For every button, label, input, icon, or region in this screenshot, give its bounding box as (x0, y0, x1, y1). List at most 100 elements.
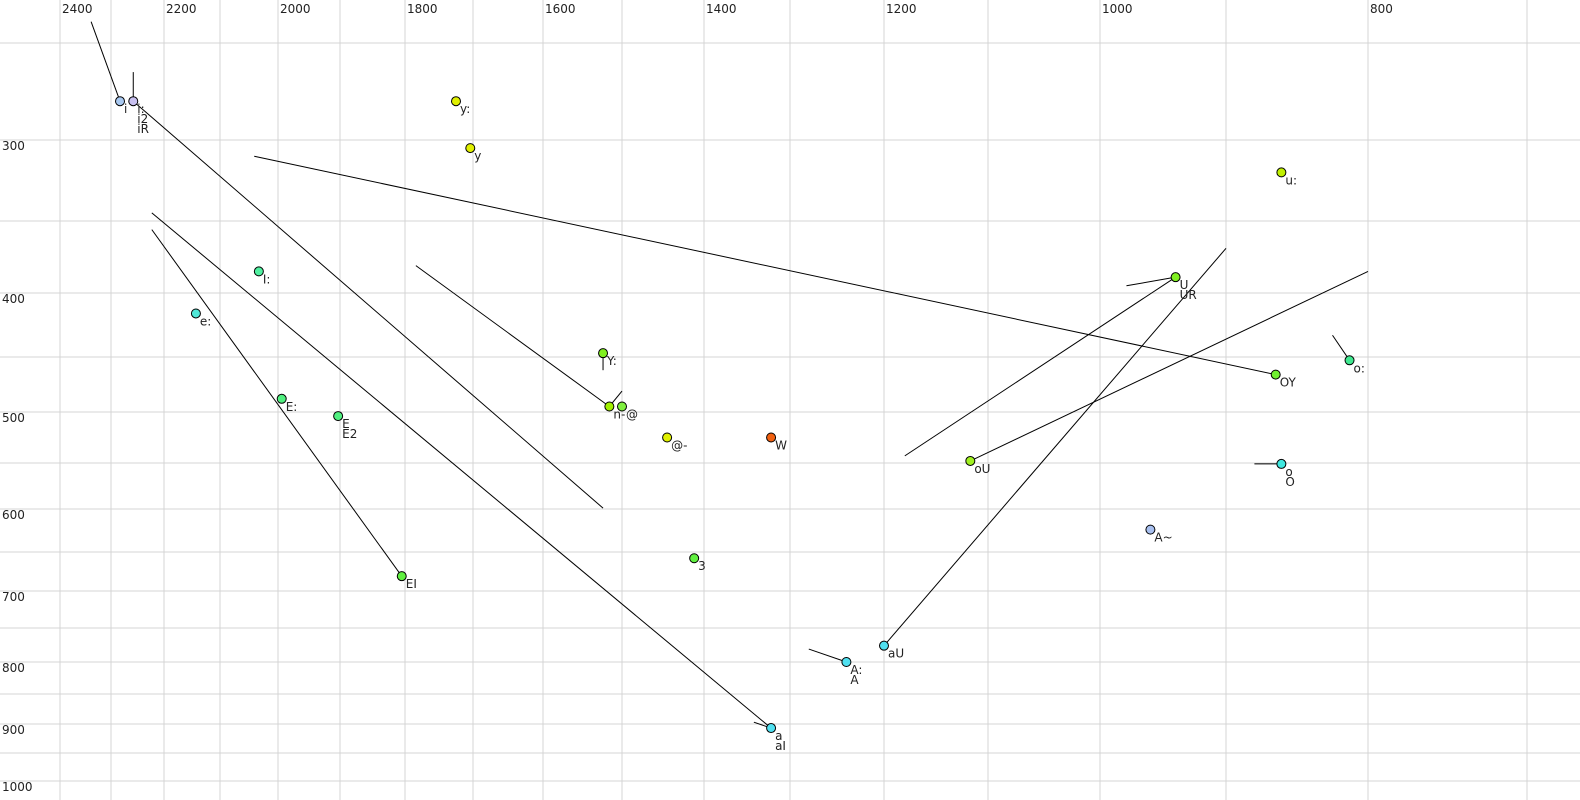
vowel-marker (115, 96, 126, 107)
vowel-point: 3 (689, 553, 706, 573)
vowel-label: O (1285, 475, 1294, 489)
vowel-marker (451, 96, 461, 107)
formant-trajectory (151, 212, 772, 729)
vowel-label: W (775, 439, 787, 453)
vowel-label: E2 (342, 427, 357, 441)
vowel-marker (965, 455, 976, 466)
vowel-marker (766, 432, 777, 443)
vowel-marker (1276, 167, 1287, 178)
vowel-point: y (465, 143, 481, 163)
vowel-point: OY (1270, 369, 1296, 390)
vowel-point: W (766, 432, 787, 453)
formant-trajectory (254, 155, 1276, 376)
vowel-marker (190, 308, 201, 319)
x-tick-label: 2000 (280, 2, 311, 16)
formant-trajectory (132, 100, 604, 509)
vowel-point: aaI (766, 723, 786, 753)
vowel-label: @- (671, 439, 687, 453)
vowel-marker (841, 657, 852, 667)
x-tick-label: 1600 (545, 2, 576, 16)
y-tick-label: 300 (2, 139, 25, 153)
vowel-marker (396, 571, 407, 582)
formant-trajectory (904, 276, 1176, 457)
vowel-marker (598, 348, 609, 359)
vowel-label: A: (850, 663, 862, 677)
formant-trajectory (1126, 276, 1176, 287)
vowel-point: A~ (1145, 524, 1173, 545)
formant-trajectory (883, 248, 1227, 647)
vowel-label: i (124, 102, 127, 116)
vowel-label: E: (286, 400, 298, 414)
vowel-point: u: (1276, 167, 1297, 187)
vowel-point: y: (451, 96, 470, 116)
vowel-point: I: (253, 266, 271, 286)
vowel-label: iR (137, 122, 149, 136)
vowel-marker (253, 266, 264, 277)
vowel-label: i2 (137, 112, 148, 126)
formant-trajectory (1332, 334, 1350, 361)
vowel-label: I: (263, 272, 271, 286)
vowel-label: EI (406, 577, 417, 591)
vowel-point: @ (617, 401, 638, 422)
vowel-point: i (115, 96, 127, 116)
vowel-marker (604, 401, 615, 412)
y-tick-label: 700 (2, 590, 25, 604)
vowel-label: e: (200, 314, 211, 328)
vowel-label: y (474, 149, 481, 163)
vowel-marker (465, 143, 476, 154)
x-tick-label: 1400 (706, 2, 737, 16)
vowel-point: aU (879, 640, 904, 661)
vowel-point: n- (604, 401, 625, 422)
vowel-marker (1344, 355, 1355, 366)
y-tick-label: 600 (2, 508, 25, 522)
vowel-point: EI (396, 571, 417, 591)
vowel-point: UUR (1170, 272, 1197, 302)
vowel-point: o: (1344, 355, 1365, 375)
vowel-marker (689, 553, 700, 564)
vowel-label: i: (137, 102, 144, 116)
vowel-marker (879, 640, 889, 651)
vowel-marker (1170, 272, 1181, 283)
vowel-point: oO (1276, 458, 1295, 489)
vowel-point: A:A (841, 657, 862, 687)
vowel-label: aI (775, 739, 786, 753)
vowel-marker (128, 96, 139, 107)
x-tick-label: 1200 (886, 2, 917, 16)
vowel-point: Y: (598, 348, 617, 368)
vowel-label: o: (1354, 361, 1365, 375)
vowel-label: UR (1180, 288, 1197, 302)
vowel-point: oU (965, 455, 990, 476)
formant-trajectory (415, 265, 610, 407)
y-tick-label: 900 (2, 723, 25, 737)
vowel-point: E: (276, 393, 298, 414)
x-tick-label: 2200 (166, 2, 197, 16)
x-tick-label: 1800 (407, 2, 438, 16)
vowel-marker (276, 393, 287, 404)
vowel-label: y: (460, 102, 470, 116)
trajectories (90, 21, 1369, 729)
y-tick-label: 800 (2, 661, 25, 675)
vowel-marker (1145, 524, 1156, 535)
formant-trajectory (90, 21, 121, 102)
vowel-marker (1270, 369, 1281, 380)
vowel-marker (766, 723, 777, 734)
vowel-point: EE2 (333, 411, 357, 441)
vowel-point: e: (190, 308, 211, 328)
formant-trajectory (808, 648, 847, 663)
vowel-marker (662, 432, 673, 443)
formant-trajectory (970, 270, 1369, 462)
vowel-label: a (775, 729, 782, 743)
y-tick-label: 500 (2, 411, 25, 425)
vowel-marker (617, 401, 627, 412)
vowel-label: n- (613, 408, 625, 422)
vowel-label: Y: (606, 354, 617, 368)
vowel-label: aU (888, 647, 904, 661)
x-tick-label: 2400 (62, 2, 93, 16)
vowel-label: U (1180, 278, 1189, 292)
x-tick-label: 800 (1370, 2, 1393, 16)
y-tick-label: 1000 (2, 780, 33, 794)
y-axis-ticks: 300 400 500 600 700 800 900 1000 (2, 139, 33, 794)
